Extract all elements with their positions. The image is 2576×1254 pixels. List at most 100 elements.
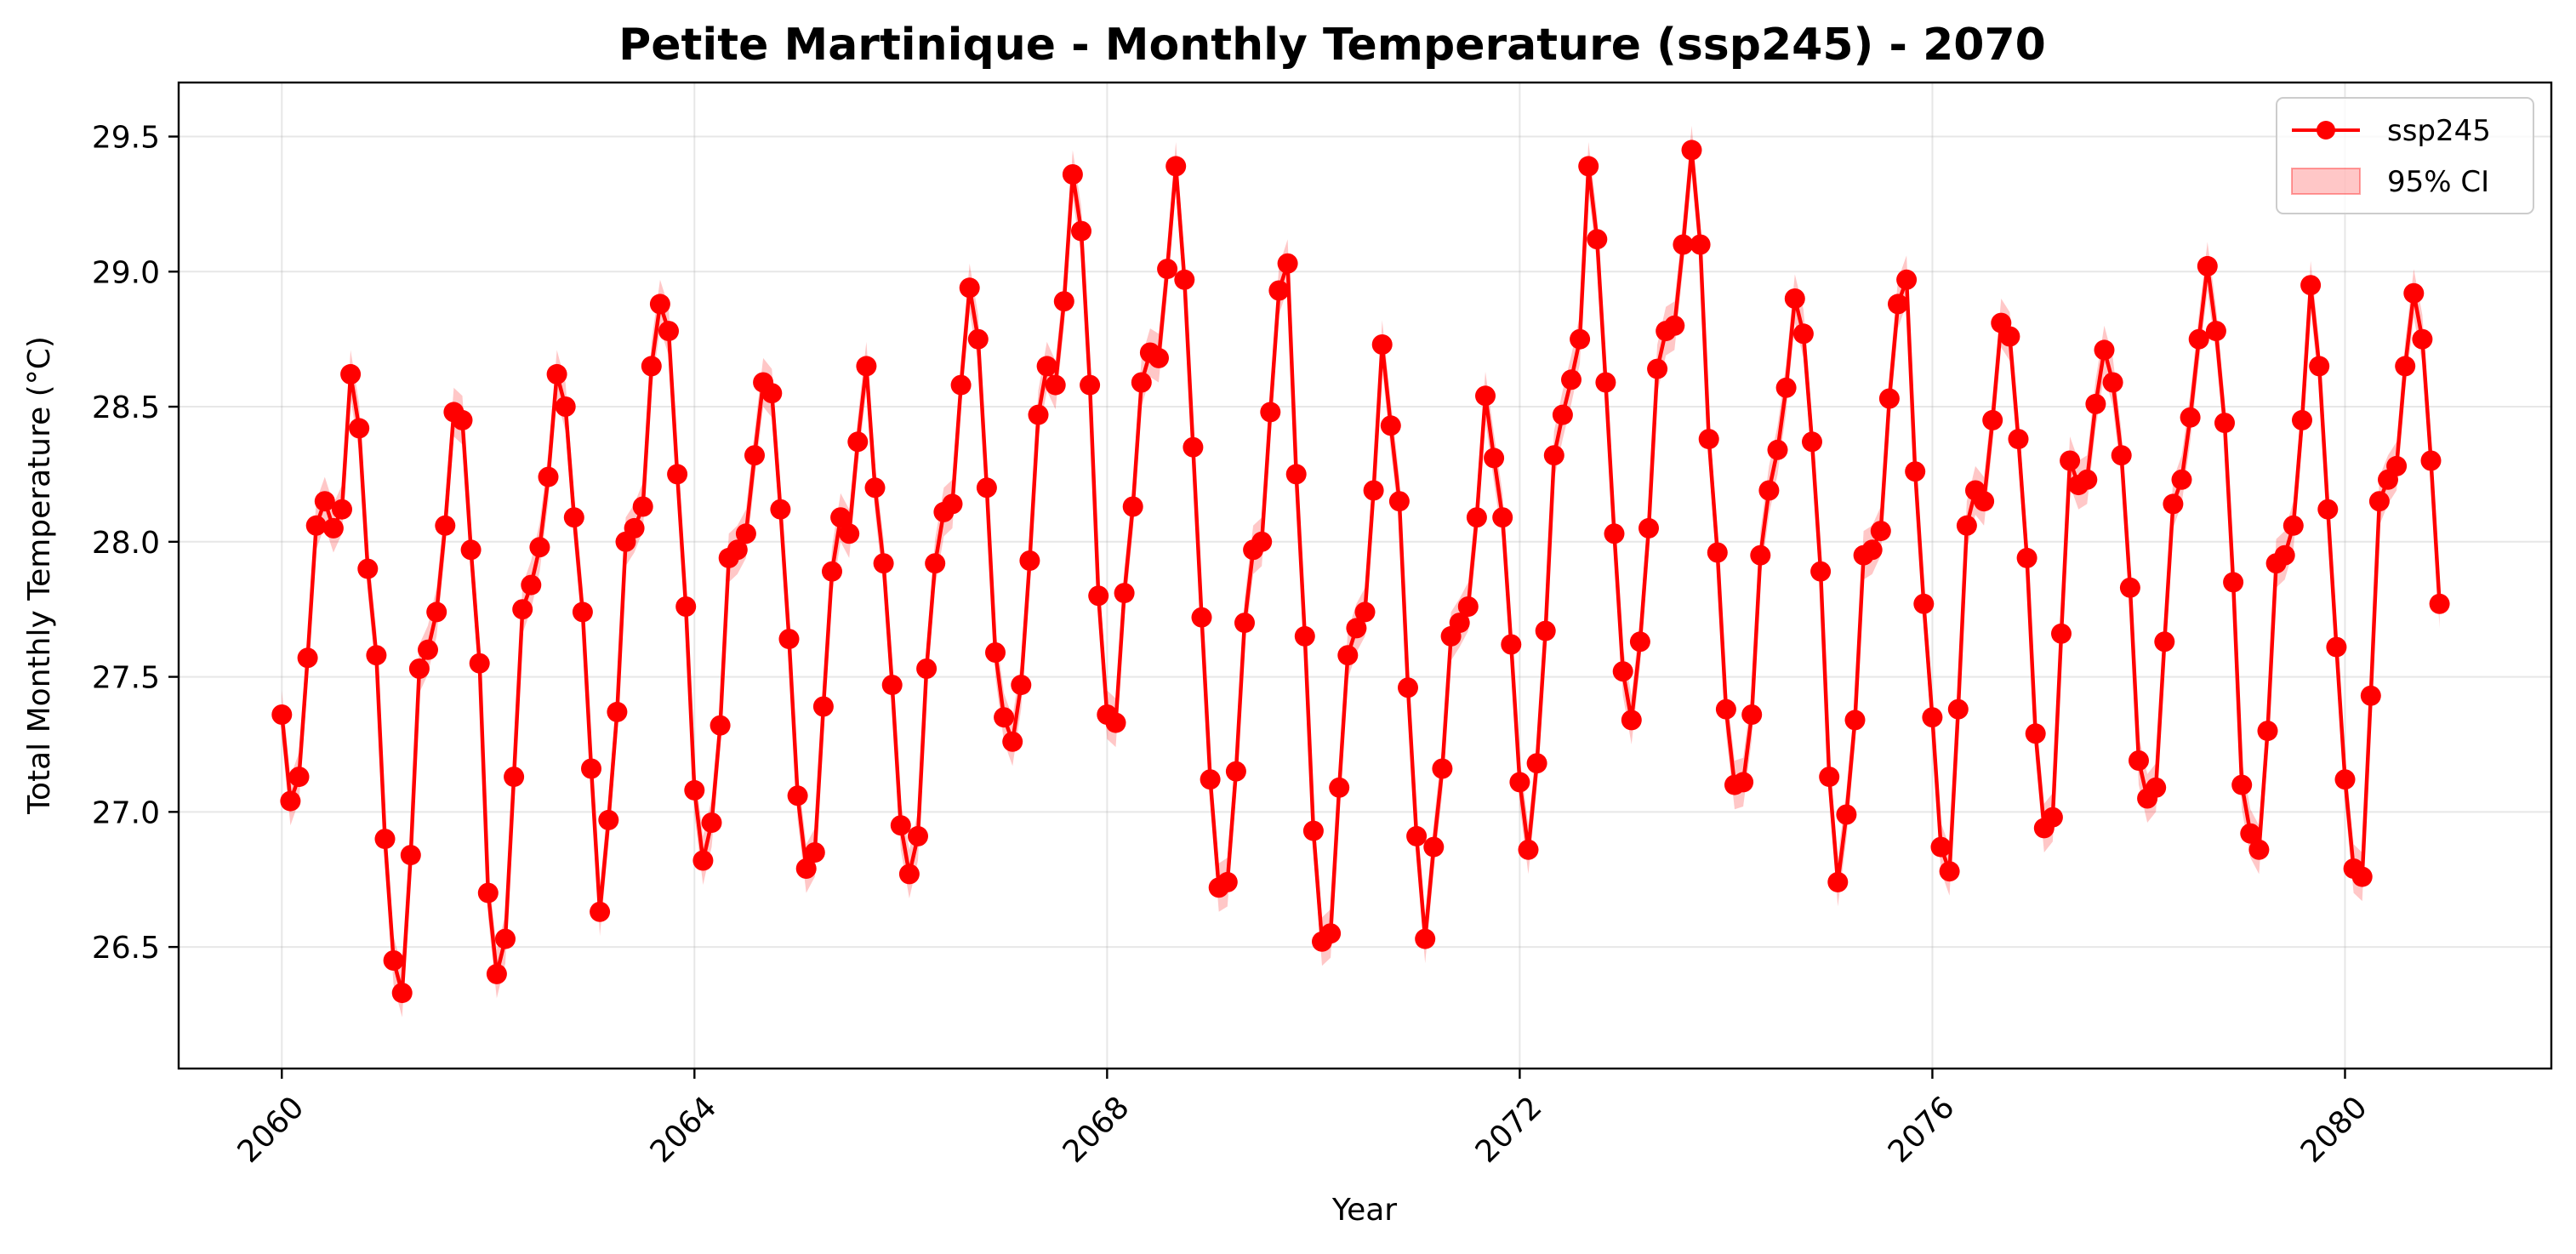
data-point xyxy=(1002,731,1023,752)
data-point xyxy=(1088,585,1109,607)
data-point xyxy=(1827,871,1849,892)
data-point xyxy=(1741,704,1763,725)
ci-band-area xyxy=(282,125,2440,1017)
data-point xyxy=(2386,455,2408,476)
data-point xyxy=(555,396,576,417)
data-point xyxy=(477,882,499,903)
data-point xyxy=(1913,593,1935,614)
data-point xyxy=(1733,772,1754,793)
data-point xyxy=(1302,820,1324,841)
confidence-band xyxy=(282,125,2440,1017)
data-point xyxy=(1225,761,1246,782)
data-point xyxy=(2274,544,2295,566)
data-point xyxy=(1114,583,1135,604)
data-point xyxy=(1578,156,1599,177)
data-point xyxy=(1982,409,2003,430)
data-point xyxy=(822,561,842,582)
data-point xyxy=(1337,645,1359,666)
data-point xyxy=(2317,499,2339,520)
data-point xyxy=(2257,721,2278,742)
data-point xyxy=(735,523,756,544)
data-point xyxy=(950,374,972,396)
data-point xyxy=(701,812,722,833)
data-point xyxy=(1604,523,1625,544)
y-tick-label: 27.0 xyxy=(92,795,160,830)
data-point xyxy=(1629,631,1650,653)
y-axis-label: Total Monthly Temperature (°C) xyxy=(22,336,57,815)
data-point xyxy=(641,356,662,377)
y-axis: 26.5 27.0 27.5 28.0 28.5 29.0 29.5 xyxy=(92,121,179,966)
data-point xyxy=(563,507,584,528)
data-point xyxy=(1251,531,1273,552)
data-point xyxy=(1767,439,1788,460)
data-point xyxy=(2154,631,2175,653)
data-point xyxy=(1836,804,1857,825)
data-point xyxy=(2111,445,2132,466)
data-point xyxy=(1819,767,1840,788)
data-point xyxy=(314,491,335,512)
data-point xyxy=(297,647,318,669)
data-point xyxy=(632,496,653,517)
data-point xyxy=(967,328,989,350)
data-point xyxy=(1174,269,1195,290)
data-point xyxy=(1406,825,1428,846)
data-point xyxy=(1371,334,1393,355)
data-point xyxy=(2085,393,2106,414)
data-point xyxy=(2129,750,2149,771)
data-point xyxy=(1045,374,1066,396)
x-axis-label: Year xyxy=(1331,1193,1397,1228)
data-point xyxy=(658,321,679,342)
data-point xyxy=(2042,807,2063,828)
data-point xyxy=(383,950,404,971)
data-point xyxy=(2171,469,2192,490)
data-point xyxy=(1363,480,1384,501)
data-point xyxy=(512,599,533,620)
x-tick-label: 2068 xyxy=(1057,1090,1137,1170)
data-point xyxy=(1930,836,1952,858)
data-point xyxy=(1105,712,1126,733)
y-tick-label: 28.5 xyxy=(92,390,160,425)
data-point xyxy=(1457,596,1479,617)
data-point xyxy=(804,842,825,863)
data-point xyxy=(1509,772,1530,793)
data-point xyxy=(1329,777,1350,798)
data-point xyxy=(1501,634,1522,655)
data-point xyxy=(2205,321,2226,342)
data-point xyxy=(1844,710,1866,731)
data-point xyxy=(1956,515,1977,536)
data-point xyxy=(2077,469,2098,490)
data-point xyxy=(590,901,611,922)
data-point xyxy=(1750,544,1771,566)
data-point xyxy=(2025,723,2046,744)
data-point xyxy=(985,642,1006,663)
data-point xyxy=(529,537,550,558)
data-point xyxy=(1346,618,1367,639)
data-point xyxy=(2326,636,2347,658)
data-point xyxy=(1715,698,1736,720)
data-point xyxy=(1621,710,1642,731)
data-point xyxy=(2429,593,2450,614)
data-point xyxy=(908,825,928,846)
data-point xyxy=(374,829,396,850)
data-point xyxy=(667,464,688,485)
data-point xyxy=(1698,429,1719,450)
data-point xyxy=(2403,282,2425,304)
data-point xyxy=(2360,685,2381,706)
data-point xyxy=(1905,461,1926,482)
data-point xyxy=(305,515,327,536)
data-point xyxy=(1019,550,1040,571)
data-point xyxy=(2240,823,2261,844)
data-point xyxy=(898,864,920,885)
data-point xyxy=(1888,294,1908,315)
data-point xyxy=(1484,447,1505,469)
data-point xyxy=(1587,229,1608,250)
legend: ssp245 95% CI xyxy=(2276,97,2534,214)
data-point xyxy=(1896,269,1918,290)
data-point xyxy=(1053,291,1074,312)
data-point xyxy=(692,850,714,871)
data-point xyxy=(598,809,619,830)
data-point xyxy=(1475,385,1496,407)
data-point xyxy=(2292,409,2312,430)
legend-band-swatch xyxy=(2291,168,2361,195)
